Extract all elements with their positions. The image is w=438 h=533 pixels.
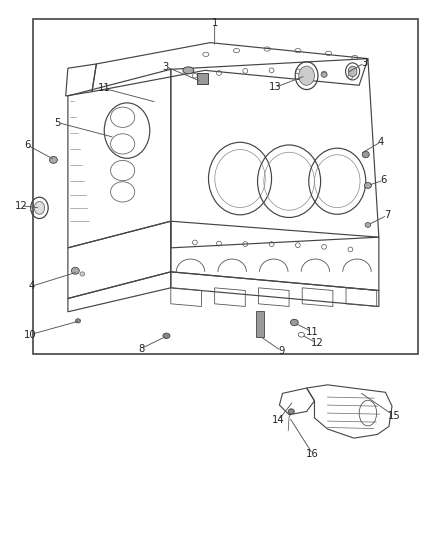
Ellipse shape [364, 182, 371, 189]
Ellipse shape [75, 319, 81, 323]
Text: 8: 8 [138, 344, 144, 353]
Text: 16: 16 [306, 449, 319, 459]
Bar [33, 19, 418, 354]
Circle shape [348, 66, 357, 77]
Ellipse shape [80, 272, 85, 276]
Text: 13: 13 [269, 83, 281, 92]
Ellipse shape [290, 319, 298, 326]
Text: 3: 3 [162, 62, 169, 71]
Ellipse shape [321, 72, 327, 77]
Text: 15: 15 [388, 411, 401, 421]
Circle shape [34, 201, 45, 214]
Text: 4: 4 [378, 137, 384, 147]
Text: 10: 10 [24, 330, 36, 340]
Circle shape [299, 66, 314, 85]
Text: 9: 9 [278, 346, 284, 356]
Ellipse shape [49, 157, 57, 164]
Ellipse shape [288, 409, 294, 414]
Text: 5: 5 [55, 118, 61, 127]
Text: 4: 4 [28, 281, 35, 291]
FancyBboxPatch shape [197, 73, 208, 84]
Text: 12: 12 [311, 338, 324, 348]
Ellipse shape [183, 67, 194, 74]
Ellipse shape [365, 223, 371, 228]
Ellipse shape [163, 333, 170, 338]
Text: 12: 12 [14, 201, 28, 211]
Bar [256, 311, 264, 337]
Text: 7: 7 [384, 211, 390, 220]
Text: 6: 6 [24, 140, 30, 150]
Text: 11: 11 [98, 84, 111, 93]
Text: 3: 3 [361, 58, 367, 68]
Ellipse shape [71, 268, 79, 274]
Text: 14: 14 [272, 415, 285, 425]
Text: 1: 1 [212, 18, 218, 28]
Text: 11: 11 [305, 327, 318, 336]
Ellipse shape [362, 151, 369, 158]
Text: 6: 6 [381, 175, 387, 185]
